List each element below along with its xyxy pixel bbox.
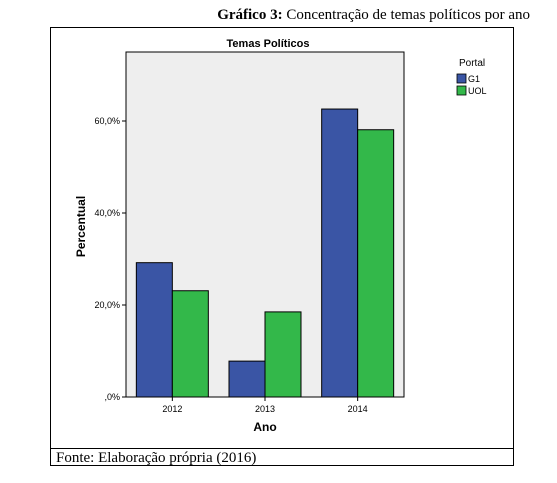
x-axis: 2012 2013 2014 <box>162 397 368 414</box>
figure-caption: Gráfico 3: Concentração de temas polític… <box>0 7 530 24</box>
y-tick-label: 20,0% <box>94 300 120 310</box>
figure-frame <box>50 27 514 466</box>
bar-g1-2012 <box>135 262 173 398</box>
bar-uol-2012 <box>171 290 209 398</box>
bars <box>135 108 395 398</box>
legend-title: Portal <box>459 58 485 69</box>
y-axis-title: Percentual <box>74 196 88 257</box>
y-tick-label: ,0% <box>104 392 120 402</box>
caption-label: Gráfico 3: <box>217 7 283 23</box>
y-tick-label: 60,0% <box>94 116 120 126</box>
chart-title: Temas Políticos <box>227 38 310 50</box>
y-tick-label: 40,0% <box>94 208 120 218</box>
source-note: Fonte: Elaboração própria (2016) <box>50 448 514 466</box>
x-tick-label: 2013 <box>255 404 275 414</box>
y-axis: ,0% 20,0% 40,0% 60,0% <box>94 116 126 402</box>
caption-text: Concentração de temas políticos por ano <box>282 7 530 23</box>
x-tick-label: 2014 <box>348 404 368 414</box>
x-tick-label: 2012 <box>162 404 182 414</box>
legend-label-uol: UOL <box>468 86 487 96</box>
bar-g1-2014 <box>321 108 359 398</box>
legend: Portal G1 UOL <box>456 58 487 96</box>
legend-label-g1: G1 <box>468 74 480 84</box>
bar-g1-2013 <box>228 360 266 398</box>
x-axis-title: Ano <box>253 420 276 434</box>
bar-uol-2014 <box>357 129 395 398</box>
legend-swatch-g1 <box>456 73 467 84</box>
legend-swatch-uol <box>456 85 467 96</box>
bar-uol-2013 <box>264 311 302 398</box>
